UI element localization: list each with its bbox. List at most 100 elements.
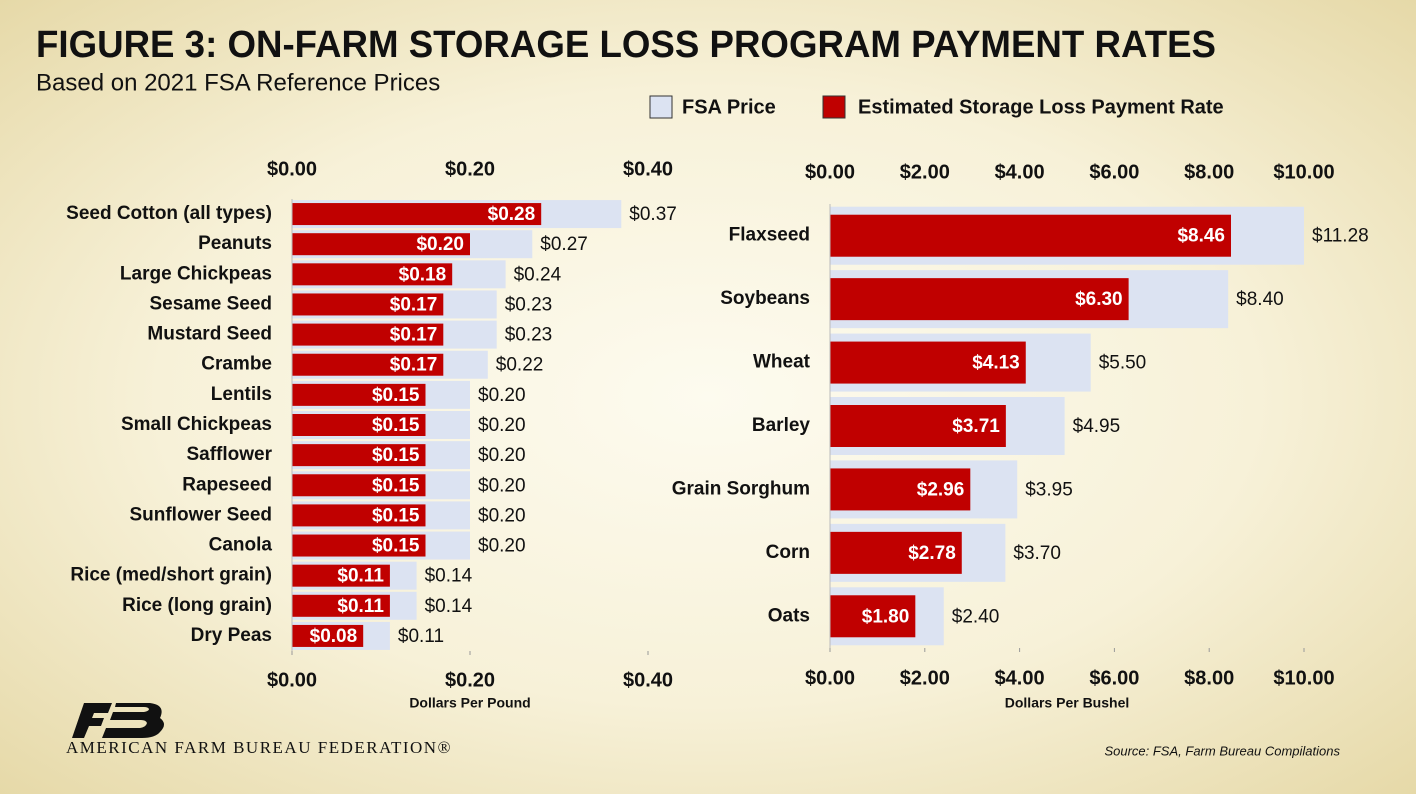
x-tick-label: $4.00 (995, 161, 1045, 183)
y-tick-label: Safflower (186, 444, 272, 465)
bar (830, 595, 916, 638)
data-label: $0.15 (372, 415, 420, 436)
x-tick-label: $0.00 (267, 669, 317, 691)
organization: AMERICAN FARM BUREAU FEDERATION® (66, 738, 452, 757)
x-tick-label: $0.20 (445, 158, 495, 180)
legend-swatch (649, 95, 673, 119)
x-tick-label: $6.00 (1089, 161, 1139, 183)
y-tick-label: Sesame Seed (149, 293, 272, 314)
data-label: $0.20 (478, 475, 526, 496)
data-label: $0.20 (478, 385, 526, 406)
data-label: $0.22 (496, 355, 544, 376)
plot-area (292, 200, 622, 650)
x-tick-label: $8.00 (1184, 161, 1234, 183)
data-label: $0.20 (478, 536, 526, 557)
data-label: $4.13 (972, 353, 1020, 374)
y-tick-label: Peanuts (198, 233, 272, 254)
data-label: $3.70 (1013, 543, 1061, 564)
y-tick-label: Seed Cotton (all types) (66, 203, 272, 224)
x-tick-label: $0.00 (805, 161, 855, 183)
bar (830, 214, 1232, 257)
bar (830, 468, 971, 511)
x-tick-label: $2.00 (900, 161, 950, 183)
data-label: $3.71 (952, 416, 1000, 437)
x-tick-label: $2.00 (900, 667, 950, 689)
bar (830, 405, 1006, 447)
y-tick-label: Grain Sorghum (672, 478, 810, 499)
data-label: $0.24 (514, 264, 562, 285)
data-label: $0.28 (488, 204, 536, 225)
bar (292, 263, 453, 286)
bar (292, 353, 444, 376)
data-label: $0.23 (505, 294, 553, 315)
bar (292, 534, 426, 557)
source: Source: FSA, Farm Bureau Compilations (1104, 743, 1340, 758)
bar (292, 564, 390, 587)
data-label: $0.20 (478, 505, 526, 526)
plot-area (830, 206, 1304, 646)
x-tick-label: $8.00 (1184, 667, 1234, 689)
y-tick-label: Mustard Seed (147, 324, 272, 345)
data-label: $0.15 (372, 445, 420, 466)
bar (292, 293, 444, 316)
data-label: $2.96 (917, 479, 965, 500)
chart-title: FIGURE 3: ON-FARM STORAGE LOSS PROGRAM P… (36, 24, 1216, 66)
x-axis-label: Dollars Per Pound (409, 695, 530, 711)
y-tick-label: Rice (long grain) (122, 595, 272, 616)
data-label: $2.78 (908, 543, 956, 564)
x-tick-label: $10.00 (1273, 161, 1334, 183)
data-label: $0.15 (372, 385, 420, 406)
data-label: $0.14 (425, 566, 473, 587)
logo (72, 703, 164, 738)
x-tick-label: $10.00 (1273, 667, 1334, 689)
bar (292, 594, 390, 617)
y-tick-label: Flaxseed (729, 225, 810, 246)
y-tick-label: Crambe (201, 354, 272, 375)
data-label: $8.46 (1177, 226, 1225, 247)
data-label: $0.17 (390, 355, 438, 376)
bar (830, 341, 1026, 384)
bar (292, 504, 426, 527)
data-label: $0.11 (398, 626, 444, 647)
subtitle: Based on 2021 FSA Reference Prices (36, 69, 440, 96)
x-axis-label: Dollars Per Bushel (1005, 695, 1130, 711)
data-label: $0.11 (337, 566, 384, 587)
data-label: $0.27 (540, 234, 588, 255)
data-label: $0.23 (505, 325, 553, 346)
data-label: $0.15 (372, 475, 420, 496)
data-label: $0.11 (337, 596, 384, 617)
bar (830, 278, 1129, 321)
x-tick-label: $0.00 (267, 158, 317, 180)
y-tick-label: Wheat (753, 352, 811, 373)
x-tick-label: $0.00 (805, 667, 855, 689)
y-tick-label: Small Chickpeas (121, 414, 272, 435)
data-label: $0.20 (416, 234, 464, 255)
data-label: $11.28 (1312, 226, 1369, 247)
x-tick-label: $0.40 (623, 158, 673, 180)
data-label: $5.50 (1099, 353, 1147, 374)
legend-label: FSA Price (682, 96, 776, 118)
data-label: $8.40 (1236, 289, 1284, 310)
bar (292, 233, 470, 256)
x-tick-label: $6.00 (1089, 667, 1139, 689)
y-tick-label: Oats (768, 605, 810, 626)
x-tick-label: $0.20 (445, 669, 495, 691)
data-label: $4.95 (1073, 416, 1121, 437)
y-tick-label: Barley (752, 415, 811, 436)
y-tick-label: Corn (766, 542, 810, 563)
data-label: $0.15 (372, 505, 420, 526)
y-tick-label: Soybeans (720, 288, 810, 309)
bar (830, 531, 962, 574)
y-tick-label: Large Chickpeas (120, 263, 272, 284)
data-label: $1.80 (862, 606, 910, 627)
x-tick-label: $0.40 (623, 669, 673, 691)
data-label: $0.18 (399, 264, 447, 285)
y-tick-label: Canola (209, 535, 273, 556)
y-tick-label: Lentils (211, 384, 272, 405)
data-label: $0.17 (390, 325, 438, 346)
y-tick-label: Rice (med/short grain) (70, 565, 272, 586)
x-tick-label: $4.00 (995, 667, 1045, 689)
bar (292, 444, 426, 467)
data-label: $2.40 (952, 606, 1000, 627)
data-label: $0.37 (629, 204, 677, 225)
